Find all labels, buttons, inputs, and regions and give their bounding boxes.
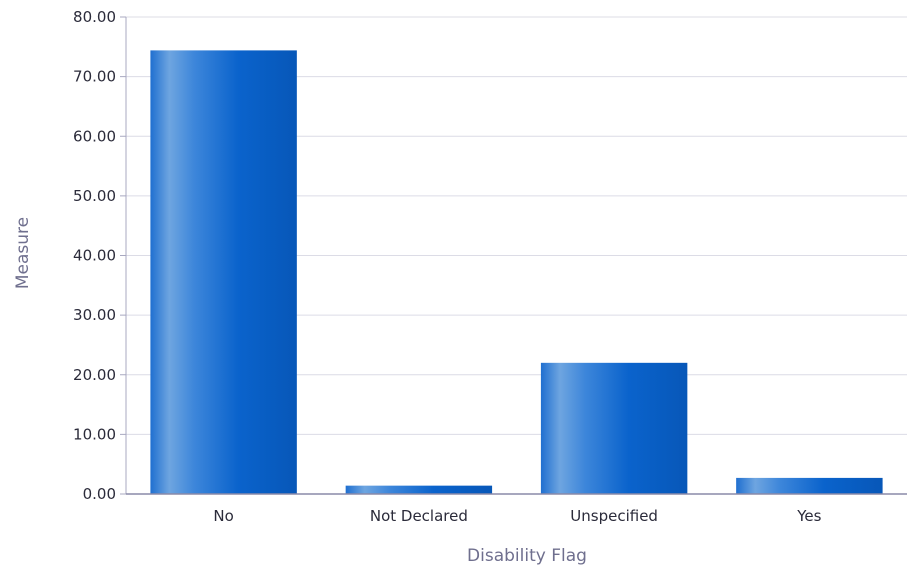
x-tick-labels: No Not Declared Unspecified Yes bbox=[213, 507, 821, 525]
x-tick-label: Yes bbox=[796, 507, 821, 525]
x-tick-label: No bbox=[213, 507, 233, 525]
y-tick-label: 80.00 bbox=[73, 8, 116, 26]
y-tick-labels: 0.00 10.00 20.00 30.00 40.00 50.00 60.00 70.00 8… bbox=[73, 8, 126, 503]
y-tick-label: 0.00 bbox=[83, 485, 116, 503]
y-tick-label: 40.00 bbox=[73, 247, 116, 265]
bar-no[interactable] bbox=[150, 50, 297, 494]
bars bbox=[150, 50, 883, 494]
bar-not-declared[interactable] bbox=[345, 485, 493, 494]
x-tick-label: Not Declared bbox=[370, 507, 468, 525]
x-tick-label: Unspecified bbox=[570, 507, 658, 525]
y-tick-label: 70.00 bbox=[73, 68, 116, 86]
y-tick-label: 10.00 bbox=[73, 425, 116, 443]
y-tick-label: 60.00 bbox=[73, 127, 116, 145]
y-tick-label: 50.00 bbox=[73, 187, 116, 205]
x-axis-title: Disability Flag bbox=[467, 546, 587, 566]
bar-unspecified[interactable] bbox=[540, 362, 688, 494]
y-axis-title: Measure bbox=[13, 217, 33, 289]
y-tick-label: 20.00 bbox=[73, 366, 116, 384]
bar-yes[interactable] bbox=[736, 477, 883, 494]
y-tick-label: 30.00 bbox=[73, 306, 116, 324]
